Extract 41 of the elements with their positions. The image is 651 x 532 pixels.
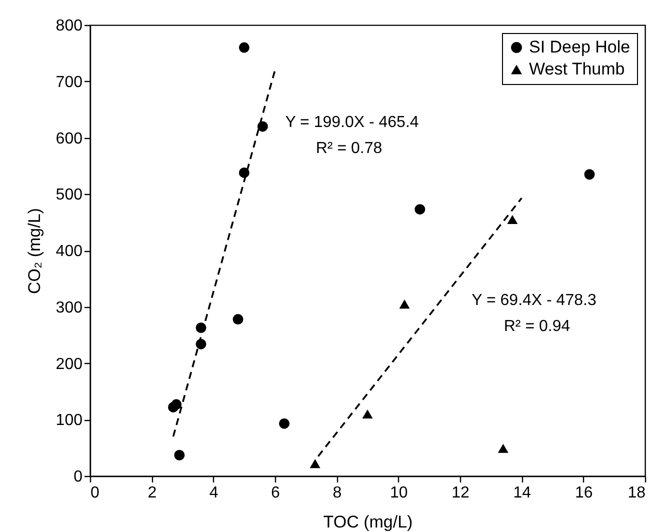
y-tick-label: 100 [56,412,83,430]
annotation: R² = 0.94 [504,318,570,335]
y-tick-label: 600 [56,130,83,148]
y-tick-label: 200 [56,356,83,373]
legend-label: SI Deep Hole [529,38,630,56]
x-tick-label: 18 [628,484,646,502]
y-tick-label: 300 [56,299,83,316]
point [414,204,426,215]
point [279,418,290,429]
point [498,444,508,453]
x-tick-label: 8 [332,484,342,502]
point [584,169,595,180]
x-tick-label: 6 [271,484,280,502]
annotation: Y = 69.4X - 478.3 [472,292,596,309]
point [174,450,185,460]
annotation: R² = 0.78 [316,140,382,157]
y-tick-label: 700 [56,74,83,91]
y-tick-label: 500 [56,186,83,204]
point [238,167,250,178]
x-tick-label: 2 [148,484,157,502]
x-tick-label: 14 [513,484,532,502]
y-tick-label: 800 [56,18,83,34]
point [362,409,373,419]
x-tick-label: 4 [209,484,218,502]
x-tick-label: 12 [452,484,470,502]
legend-label: West Thumb [529,60,625,78]
x-tick-label: 16 [574,484,593,502]
y-axis-title: CO₂ (mg/L) [24,208,44,294]
point [232,314,244,325]
point [399,300,410,309]
point [257,121,268,132]
x-axis-title: TOC (mg/L) [323,512,413,532]
point [238,42,250,53]
annotation: Y = 199.0X - 465.4 [285,114,419,131]
point [507,214,518,224]
y-tick-label: 400 [56,243,83,260]
y-tick-label: 0 [74,468,83,486]
x-tick-label: 0 [90,484,100,502]
x-tick-label: 10 [390,484,408,502]
point [310,459,320,468]
point [171,399,182,410]
